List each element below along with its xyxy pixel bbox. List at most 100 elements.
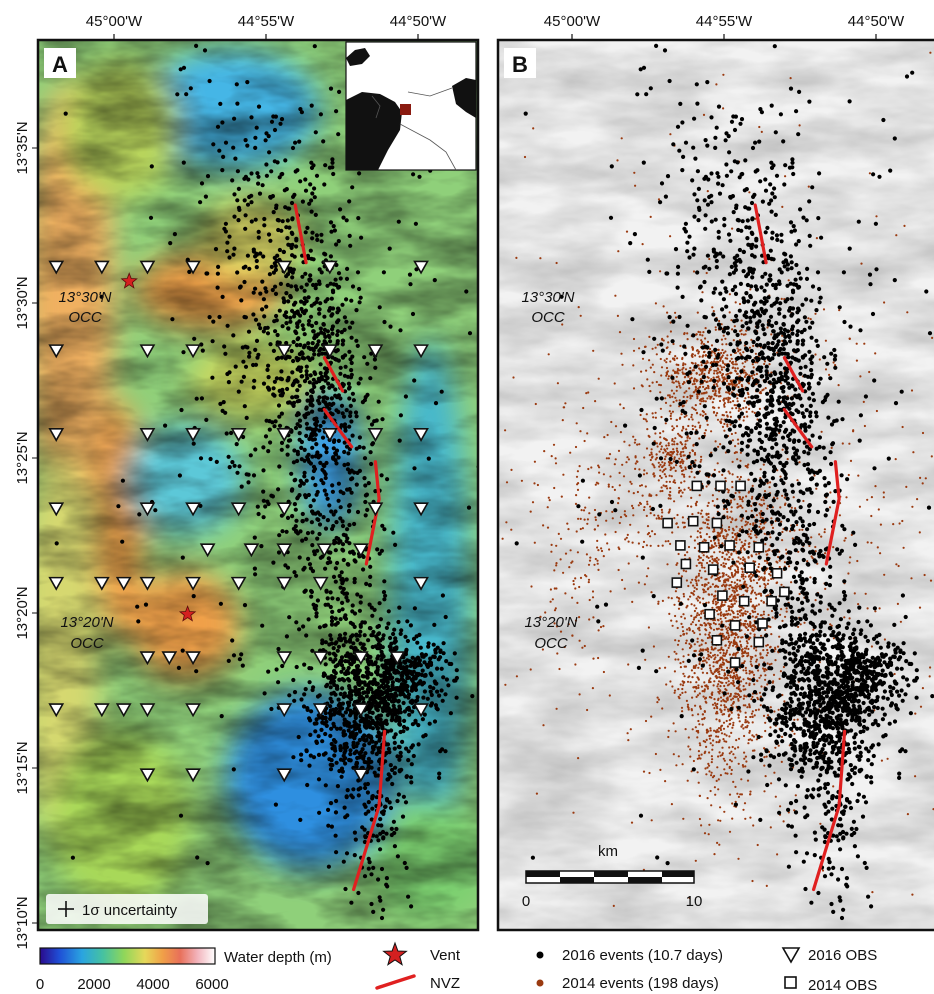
- event-2016: [306, 492, 311, 498]
- event-2016: [325, 496, 330, 501]
- event-2016: [340, 677, 345, 682]
- event-2014: [712, 672, 715, 675]
- event-2016: [235, 101, 240, 106]
- event-2014: [709, 667, 712, 670]
- event-2016: [322, 488, 327, 493]
- event-2014: [697, 352, 700, 355]
- obs-2016-triangle: [230, 428, 247, 442]
- event-2016: [391, 631, 396, 637]
- event-2016: [334, 760, 339, 765]
- event-2016: [345, 527, 350, 532]
- event-2016: [344, 408, 349, 413]
- event-2014: [754, 709, 758, 712]
- event-2016: [334, 242, 339, 247]
- event-2014: [659, 357, 662, 361]
- event-2016: [291, 755, 296, 760]
- event-2014: [723, 708, 726, 711]
- event-2016: [220, 408, 225, 413]
- event-2014: [733, 602, 736, 605]
- event-2014: [752, 824, 755, 827]
- event-2016: [359, 235, 364, 240]
- event-2016: [290, 217, 295, 222]
- event-2016: [374, 834, 379, 839]
- event-2016: [330, 324, 335, 329]
- event-2016: [309, 394, 314, 399]
- event-2014: [744, 711, 747, 714]
- event-2016: [380, 829, 386, 835]
- event-2016: [355, 664, 361, 669]
- event-2014: [683, 381, 686, 384]
- event-2016: [336, 697, 341, 702]
- event-2016: [188, 86, 193, 91]
- event-2016: [310, 445, 315, 450]
- event-2016: [255, 355, 260, 360]
- event-2014: [751, 629, 754, 632]
- event-2016: [425, 696, 430, 701]
- event-2014: [718, 379, 721, 382]
- event-2014: [718, 572, 721, 575]
- event-2014: [719, 819, 722, 822]
- event-2014: [721, 555, 724, 559]
- event-2016: [331, 679, 336, 684]
- event-2016: [371, 865, 376, 871]
- event-2014: [632, 387, 636, 390]
- event-2014: [675, 652, 678, 655]
- event-2014: [758, 663, 761, 666]
- event-2016: [338, 396, 343, 401]
- event-2014: [770, 371, 773, 374]
- event-2016: [266, 669, 271, 674]
- event-2016: [340, 701, 345, 706]
- event-2016: [335, 320, 340, 325]
- event-2016: [303, 271, 308, 276]
- event-2014: [697, 713, 700, 716]
- event-2014: [692, 618, 696, 621]
- event-2016: [290, 383, 295, 388]
- event-2016: [361, 754, 366, 759]
- event-2016: [364, 492, 369, 497]
- event-2016: [336, 481, 341, 486]
- event-2016: [327, 385, 332, 390]
- event-2014: [681, 368, 684, 371]
- event-2016: [396, 219, 401, 224]
- event-2016: [312, 605, 317, 611]
- event-2016: [311, 464, 317, 469]
- event-2016: [362, 476, 367, 481]
- occ-north-line1: 13°30'N: [58, 289, 111, 306]
- event-2014: [728, 587, 731, 590]
- event-2016: [294, 355, 299, 361]
- obs-2016-triangle: [139, 768, 156, 783]
- event-2016: [328, 281, 333, 286]
- event-2016: [274, 376, 279, 381]
- event-2016: [403, 667, 408, 672]
- event-2016: [384, 876, 389, 881]
- event-2014: [742, 593, 745, 597]
- event-2016: [329, 726, 334, 731]
- event-2014: [707, 650, 710, 653]
- event-2014: [720, 676, 724, 680]
- event-2014: [698, 373, 701, 376]
- event-2014: [728, 746, 731, 749]
- event-2014: [734, 367, 737, 370]
- event-2016: [297, 139, 302, 144]
- obs-2016-triangle: [312, 703, 329, 718]
- event-2016: [352, 700, 358, 705]
- event-2016: [338, 585, 343, 590]
- event-2016: [342, 721, 347, 726]
- event-2014: [707, 655, 710, 658]
- event-2014: [665, 366, 669, 370]
- event-2016: [342, 462, 347, 468]
- event-2014: [748, 669, 751, 673]
- event-2016: [274, 205, 279, 211]
- event-2014: [773, 710, 776, 713]
- event-2014: [741, 362, 744, 365]
- event-2014: [730, 750, 733, 753]
- event-2014: [730, 772, 733, 776]
- event-2014: [680, 706, 684, 709]
- event-2016: [253, 347, 258, 352]
- event-2016: [307, 716, 312, 721]
- event-2016: [350, 609, 355, 614]
- event-2016: [272, 393, 277, 398]
- event-2014: [719, 651, 722, 654]
- event-2014: [749, 624, 752, 627]
